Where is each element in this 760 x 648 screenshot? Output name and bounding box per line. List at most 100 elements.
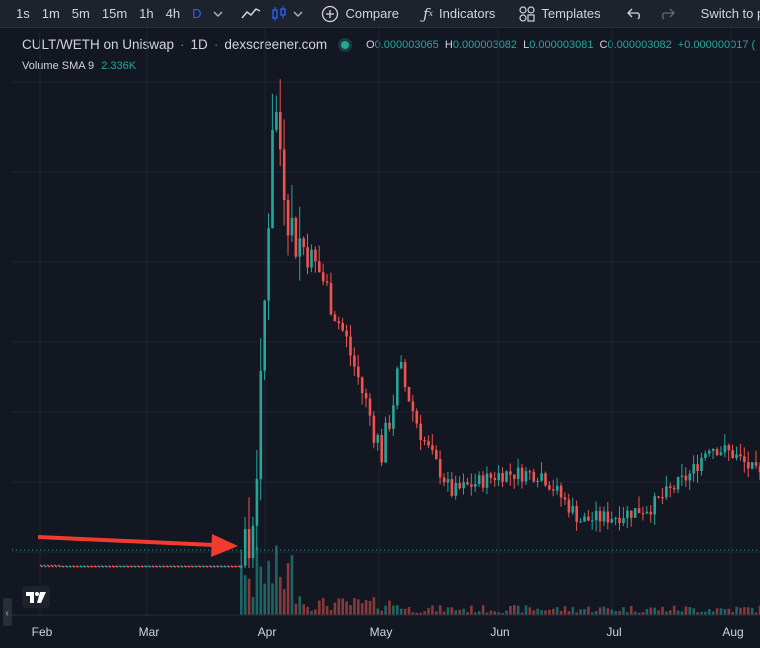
candle [505,471,508,482]
candle [747,462,750,469]
volume-bar [247,578,251,615]
volume-bar [450,607,454,615]
volume-bar [622,607,625,615]
candle [122,565,126,568]
compare-button[interactable]: Compare [315,5,404,23]
timeframe-1s[interactable]: 1s [16,6,30,21]
close-label: C [599,39,608,51]
x-tick-label: Feb [32,625,53,639]
candle [723,445,727,453]
tradingview-logo[interactable] [22,586,50,608]
line-chart-icon[interactable] [241,7,261,21]
candle [376,435,380,443]
candle [86,565,90,568]
candle [162,565,166,568]
candle [454,482,458,496]
timeframe-1m[interactable]: 1m [41,6,60,21]
tradingview-icon [26,592,46,603]
redo-icon[interactable] [659,8,675,20]
candle [563,497,567,500]
candle [676,476,680,490]
candle [314,249,317,262]
volume-bar [579,609,582,615]
chevron-down-icon[interactable] [213,11,223,17]
timeframe-4h[interactable]: 4h [165,6,181,21]
candle [758,465,760,473]
volume-bar [364,600,368,615]
templates-button[interactable]: Templates [513,5,606,22]
volume-bar [544,610,547,615]
undo-icon[interactable] [626,8,643,20]
candle [111,565,115,568]
volume-bar [243,575,247,615]
chevron-left-icon[interactable]: ‹ [6,608,9,619]
candle [230,565,234,568]
candle [481,475,485,488]
candle [665,486,668,498]
switch-price-button[interactable]: Switch to price in WE [700,6,760,21]
candle [282,149,286,201]
pair-name: CULT/WETH on Uniswap [22,37,175,52]
volume-bar [520,612,524,615]
candle [115,565,119,568]
candle [302,238,305,248]
candle [90,565,94,568]
candle [536,480,539,482]
candle [205,565,209,568]
candle [489,473,493,478]
timeframe-15m[interactable]: 15m [101,6,128,21]
volume-bar [357,599,360,615]
candle [72,565,76,568]
volume-bar [321,597,325,615]
volume-bar [431,605,434,615]
price-chart[interactable]: Feb Mar Apr May Jun Jul Aug ‹ [0,28,760,648]
timeframe-5m[interactable]: 5m [71,6,90,21]
volume-bar [263,583,266,615]
volume-bar [700,611,703,615]
volume-bar [626,612,629,615]
candles-icon[interactable] [271,5,287,22]
volume-bar [271,583,274,615]
candle [147,565,151,568]
volume-bar [337,598,341,615]
volume-bar [672,605,676,615]
volume-bar [259,566,263,615]
source-label: dexscreener.com [224,37,328,52]
volume-bar [665,611,668,615]
candle [509,471,512,475]
volume-bar [661,606,664,615]
candle [688,473,692,481]
volume-bar [384,605,387,615]
compare-label: Compare [345,6,399,21]
candle [704,453,707,458]
volume-bar [419,612,422,615]
timeframe-1d[interactable]: D [192,6,202,21]
volume-bar [587,606,590,615]
candle [337,321,341,324]
candle [544,473,547,486]
candle [226,565,231,568]
candle [423,439,426,442]
candle [384,422,387,463]
chevron-down-icon[interactable] [293,11,303,17]
volume-bar [314,609,317,615]
candle [64,565,69,568]
volume-bar [637,612,641,615]
volume-bar [630,606,633,615]
candle [540,473,543,481]
annotation-arrow-head [211,534,238,557]
candle [388,422,391,429]
candle [97,565,101,568]
volume-bar [715,608,719,615]
volume-bar [669,610,672,615]
candle [133,565,137,568]
candle [158,565,162,568]
volume-bar [723,608,727,615]
timeframe-1h[interactable]: 1h [139,6,154,21]
volume-bar [684,606,688,615]
candle [396,368,399,406]
legend-separator: · [180,37,185,52]
volume-ma-label: SMA 9 [61,60,95,72]
candle [672,487,676,490]
